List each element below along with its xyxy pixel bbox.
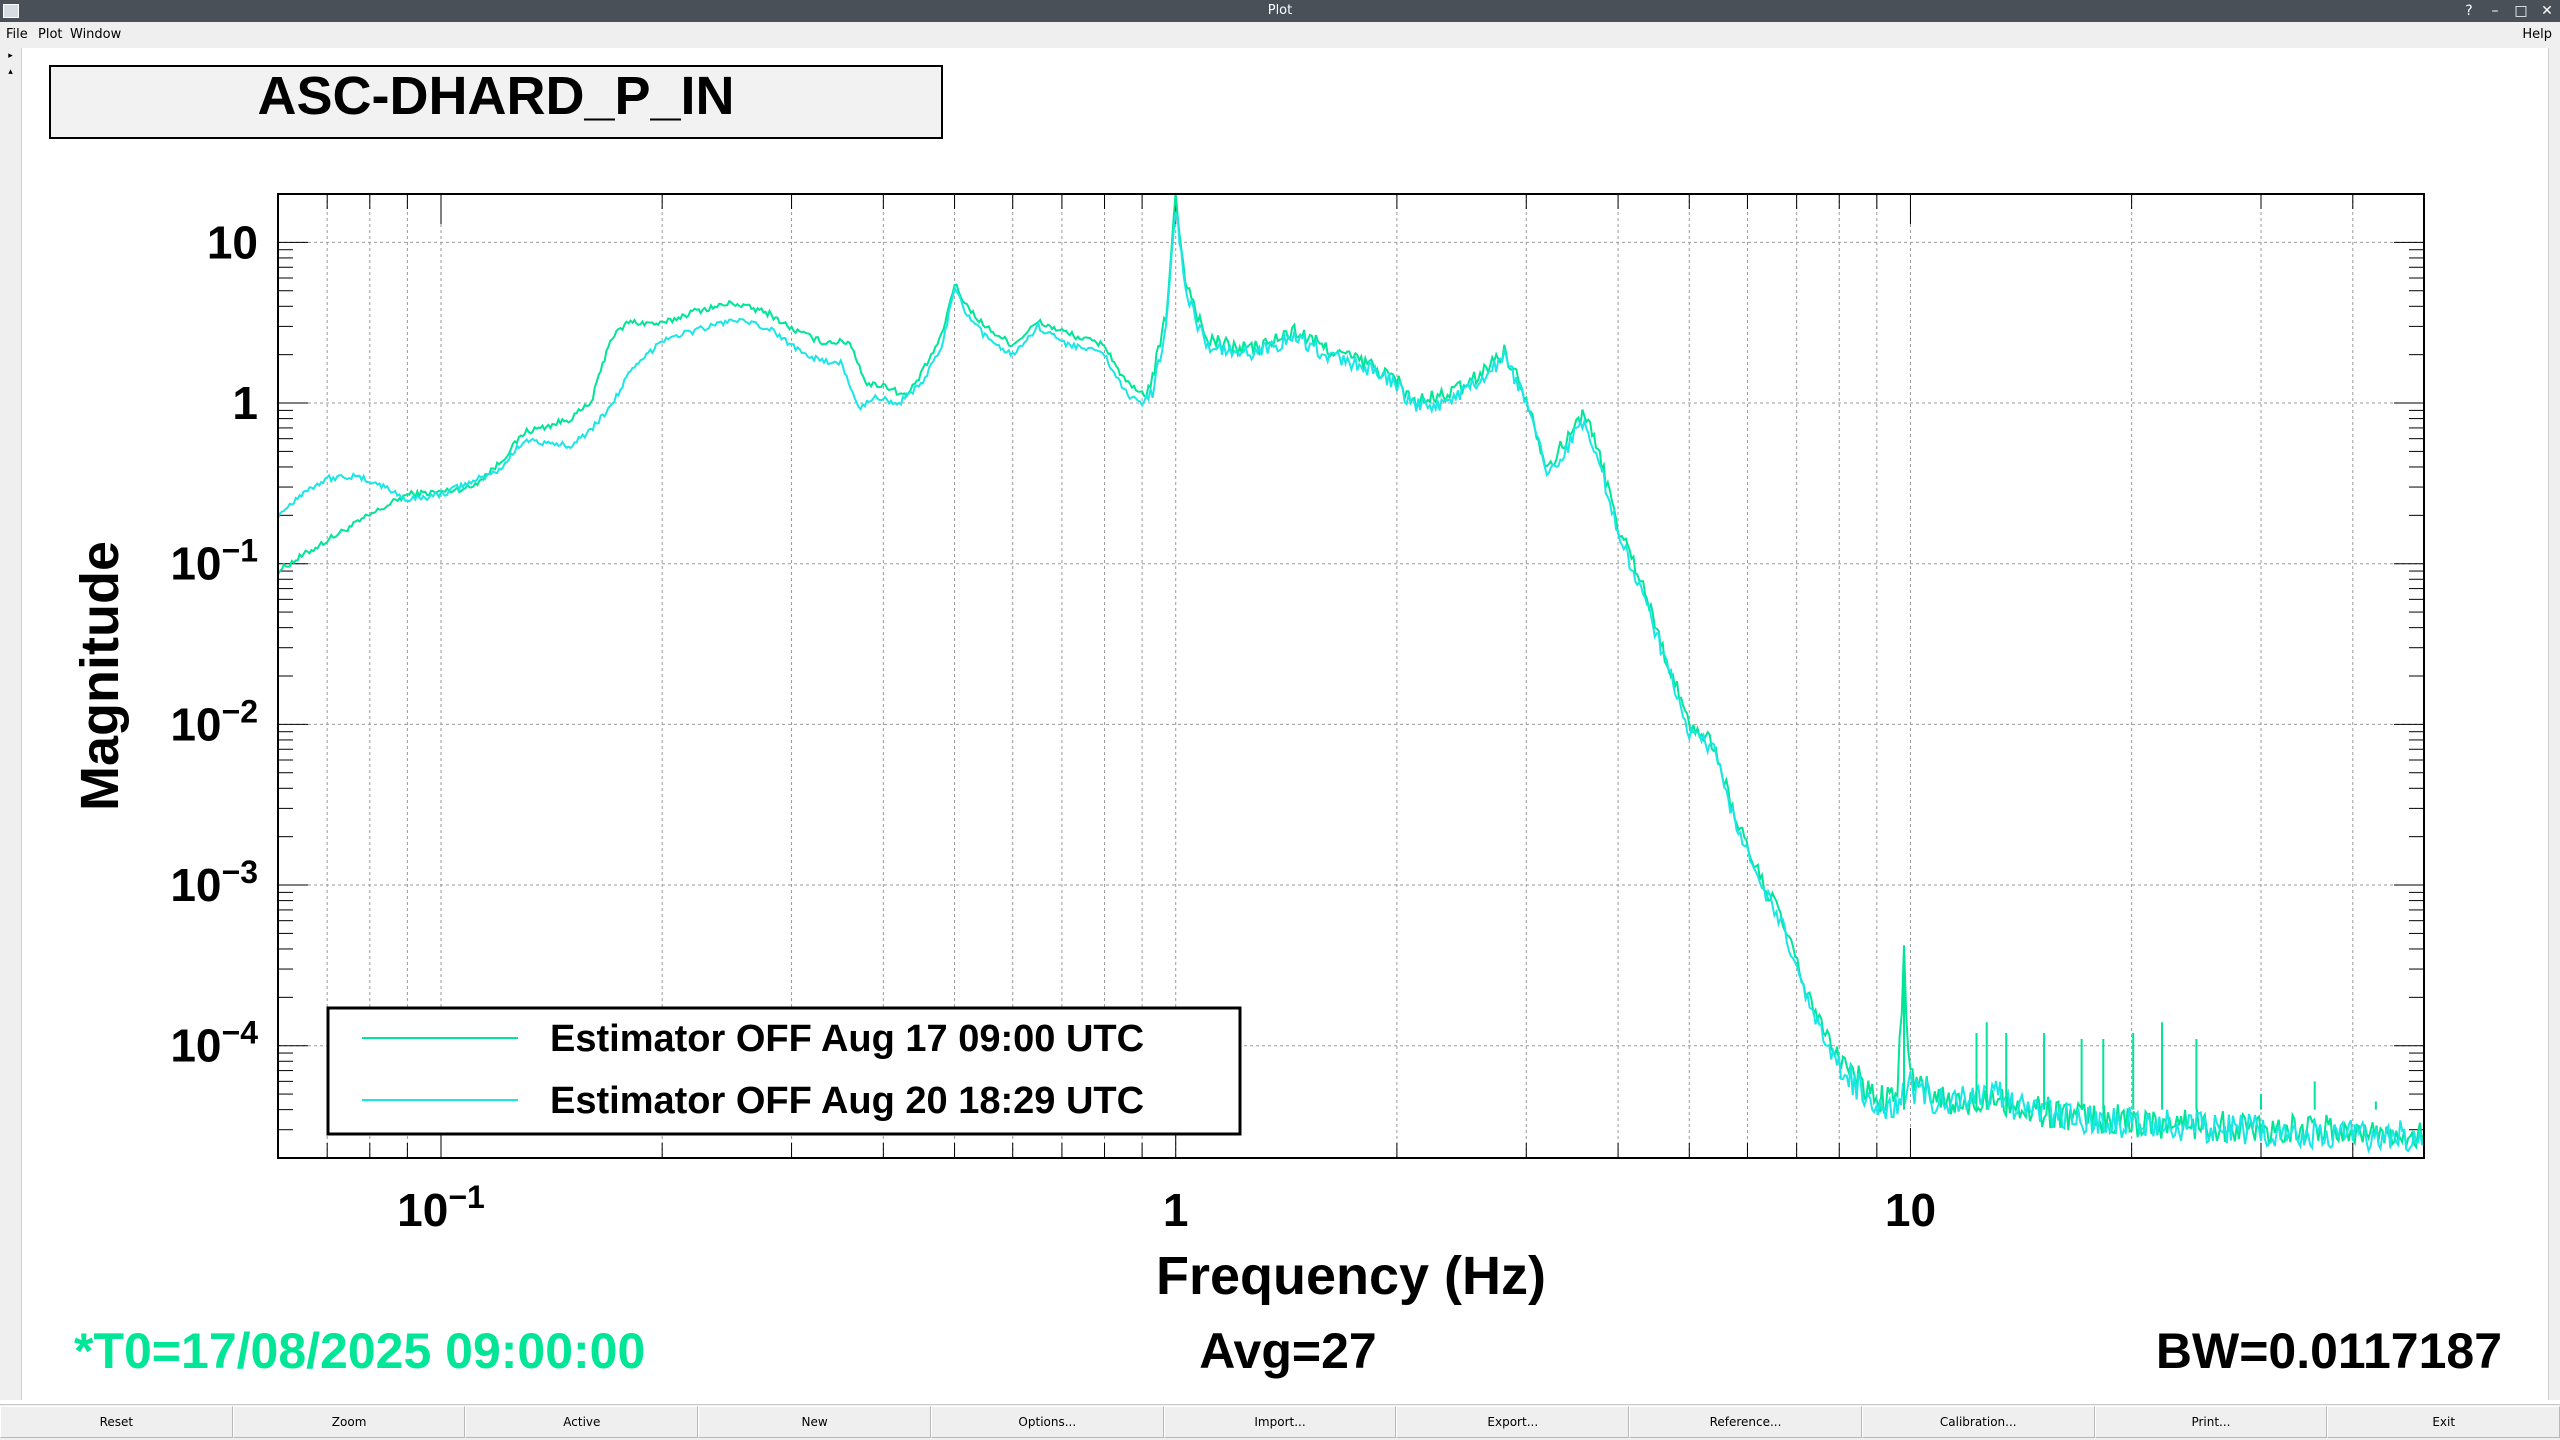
y-tick-label: 10−4 (170, 1015, 258, 1072)
help-context-icon[interactable]: ? (2465, 3, 2473, 19)
y-tick-label: 10−2 (170, 693, 258, 750)
print-button[interactable]: Print... (2094, 1406, 2328, 1438)
menu-window[interactable]: Window (70, 27, 122, 42)
axis-minor-ticks (277, 193, 2425, 1159)
status-bw: BW=0.0117187 (2156, 1323, 2502, 1379)
calibration-button[interactable]: Calibration... (1861, 1406, 2095, 1438)
export-button[interactable]: Export... (1396, 1406, 1630, 1438)
new-button[interactable]: New (698, 1406, 931, 1438)
trace-line-1 (277, 192, 2425, 1150)
y-tick-label: 10−1 (170, 533, 258, 590)
legend-label-2: Estimator OFF Aug 20 18:29 UTC (550, 1080, 1144, 1122)
x-tick-label: 1 (1163, 1184, 1189, 1236)
arrow-right-icon[interactable]: ▸ (8, 51, 13, 61)
y-tick-labels: 10 1 10−1 10−2 10−3 10−4 (170, 216, 258, 1071)
legend[interactable]: Estimator OFF Aug 17 09:00 UTC Estimator… (326, 1006, 1242, 1136)
legend-label-1: Estimator OFF Aug 17 09:00 UTC (550, 1018, 1144, 1060)
plot-title-box (49, 65, 943, 139)
status-avg: Avg=27 (1199, 1323, 1376, 1379)
plot-background (22, 48, 2548, 1404)
x-tick-labels: 10−1 1 10 (397, 1179, 1936, 1236)
x-tick-label: 10−1 (397, 1179, 485, 1236)
reset-button[interactable]: Reset (0, 1406, 233, 1438)
arrow-up-icon[interactable]: ▴ (8, 67, 13, 77)
window-title: Plot (1267, 3, 1293, 18)
close-icon[interactable]: ✕ (2541, 3, 2553, 19)
zoom-button[interactable]: Zoom (232, 1406, 466, 1438)
window-controls: ? – □ ✕ (2462, 0, 2554, 22)
window-menu-icon[interactable] (3, 4, 19, 18)
y-tick-label: 10−3 (170, 854, 258, 911)
active-button[interactable]: Active (465, 1406, 699, 1438)
legend-box (326, 1006, 1242, 1136)
pad-selector[interactable]: ▸ ▴ (0, 48, 22, 1400)
bottom-button-bar: Reset Zoom Active New Options... Import.… (0, 1404, 2560, 1440)
grid-lines (277, 194, 2425, 1158)
right-scrollbar[interactable] (2548, 48, 2560, 1400)
trace-line-2 (277, 210, 2425, 1154)
maximize-icon[interactable]: □ (2514, 3, 2528, 19)
menu-plot[interactable]: Plot (38, 27, 63, 42)
x-axis-label: Frequency (Hz) (1156, 1246, 1546, 1306)
minimize-icon[interactable]: – (2491, 3, 2499, 19)
exit-button[interactable]: Exit (2327, 1406, 2560, 1438)
menu-bar: File Plot Window Help (0, 22, 2560, 48)
options-button[interactable]: Options... (930, 1406, 1164, 1438)
import-button[interactable]: Import... (1163, 1406, 1397, 1438)
menu-file[interactable]: File (6, 27, 28, 42)
plot-title: ASC-DHARD_P_IN (257, 66, 734, 126)
y-tick-label: 1 (232, 377, 258, 429)
window-titlebar: Plot ? – □ ✕ (0, 0, 2560, 22)
trace-group (277, 192, 2425, 1154)
y-tick-label: 10 (207, 216, 258, 268)
menu-help[interactable]: Help (2522, 27, 2552, 42)
plot-frame (277, 193, 2425, 1159)
x-tick-label: 10 (1885, 1184, 1936, 1236)
reference-button[interactable]: Reference... (1629, 1406, 1862, 1438)
status-t0: *T0=17/08/2025 09:00:00 (74, 1323, 645, 1379)
y-axis-label: Magnitude (70, 541, 130, 811)
